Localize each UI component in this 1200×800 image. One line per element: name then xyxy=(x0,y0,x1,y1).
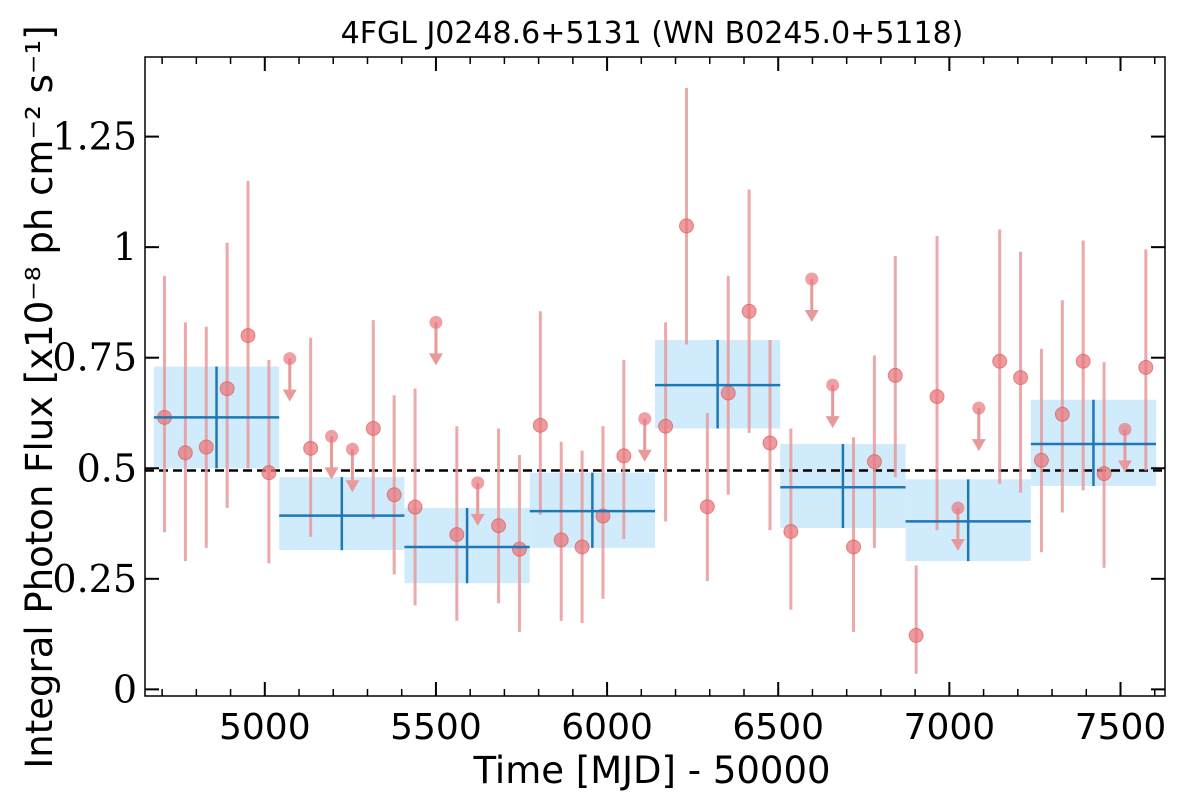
data-point-1 xyxy=(177,445,193,461)
plot-area xyxy=(145,87,1165,674)
upper-limit-point-10 xyxy=(1118,422,1132,436)
data-point-16 xyxy=(595,508,611,524)
x-tick-label: 6500 xyxy=(732,707,824,748)
x-tick-label: 7000 xyxy=(904,707,996,748)
data-point-31 xyxy=(1013,370,1029,386)
y-tick-label: 0 xyxy=(113,667,137,711)
upper-limit-point-3 xyxy=(429,315,443,329)
upper-limit-point-4 xyxy=(471,476,485,490)
x-tick-label: 5500 xyxy=(390,707,482,748)
upper-limit-point-7 xyxy=(826,378,840,392)
upper-limit-arrowhead-2 xyxy=(345,480,360,493)
data-point-21 xyxy=(720,385,736,401)
upper-limit-arrowhead-0 xyxy=(282,389,297,402)
data-point-35 xyxy=(1096,466,1112,482)
upper-limit-point-6 xyxy=(805,272,819,286)
upper-limit-arrowhead-8 xyxy=(950,539,965,552)
data-point-27 xyxy=(887,367,903,383)
data-point-32 xyxy=(1033,452,1049,468)
upper-limit-point-0 xyxy=(283,352,297,366)
data-point-25 xyxy=(846,539,862,555)
data-point-3 xyxy=(219,381,235,397)
upper-limit-point-1 xyxy=(325,429,339,443)
upper-limit-point-8 xyxy=(951,501,965,515)
upper-limit-arrowhead-9 xyxy=(971,439,986,452)
data-point-11 xyxy=(491,518,507,534)
data-point-12 xyxy=(511,541,527,557)
data-point-19 xyxy=(678,218,694,234)
data-point-15 xyxy=(574,539,590,555)
data-point-30 xyxy=(992,353,1008,369)
data-point-18 xyxy=(658,418,674,434)
x-tick-label: 6000 xyxy=(561,707,653,748)
data-point-23 xyxy=(762,435,778,451)
data-point-14 xyxy=(553,532,569,548)
data-point-5 xyxy=(261,465,277,481)
x-tick-label: 7500 xyxy=(1075,707,1167,748)
upper-limit-arrowhead-5 xyxy=(637,449,652,462)
data-point-26 xyxy=(866,454,882,470)
data-point-4 xyxy=(240,328,256,344)
x-tick-label: 5000 xyxy=(219,707,311,748)
data-point-34 xyxy=(1075,353,1091,369)
upper-limit-arrowhead-6 xyxy=(804,309,819,322)
x-axis-label: Time [MJD] - 50000 xyxy=(472,749,830,792)
data-point-22 xyxy=(741,303,757,319)
upper-limit-arrowhead-1 xyxy=(324,467,339,480)
data-point-9 xyxy=(407,499,423,515)
y-tick-label: 1.25 xyxy=(52,115,137,159)
data-point-36 xyxy=(1138,359,1154,375)
upper-limit-arrowhead-10 xyxy=(1117,460,1132,473)
y-axis-label: Integral Photon Flux [x10⁻⁸ ph cm⁻² s⁻¹] xyxy=(18,25,61,768)
axis-ticks: 5000 5500 6000 6500 7000 7500 0 0.25 0.5 0.75 1 1.2… xyxy=(52,57,1166,748)
data-point-24 xyxy=(783,523,799,539)
plot-frame xyxy=(144,56,1166,697)
data-point-17 xyxy=(616,448,632,464)
data-point-8 xyxy=(386,487,402,503)
y-tick-label: 1 xyxy=(113,225,137,269)
data-point-10 xyxy=(449,527,465,543)
upper-limit-point-9 xyxy=(972,401,986,415)
upper-limit-arrowhead-3 xyxy=(428,353,443,366)
data-point-29 xyxy=(929,389,945,405)
y-tick-label: 0.5 xyxy=(77,446,137,490)
data-point-13 xyxy=(532,417,548,433)
upper-limit-arrowhead-4 xyxy=(470,513,485,526)
data-point-20 xyxy=(699,499,715,515)
y-tick-label: 0.25 xyxy=(52,557,137,601)
data-point-2 xyxy=(198,439,214,455)
data-point-7 xyxy=(365,420,381,436)
upper-limit-point-5 xyxy=(638,412,652,426)
data-point-6 xyxy=(303,440,319,456)
data-point-28 xyxy=(908,627,924,643)
upper-limit-point-2 xyxy=(345,442,359,456)
chart-title: 4FGL J0248.6+5131 (WN B0245.0+5118) xyxy=(341,16,964,51)
upper-limit-arrowhead-7 xyxy=(825,416,840,429)
y-tick-label: 0.75 xyxy=(52,336,137,380)
data-point-33 xyxy=(1054,406,1070,422)
